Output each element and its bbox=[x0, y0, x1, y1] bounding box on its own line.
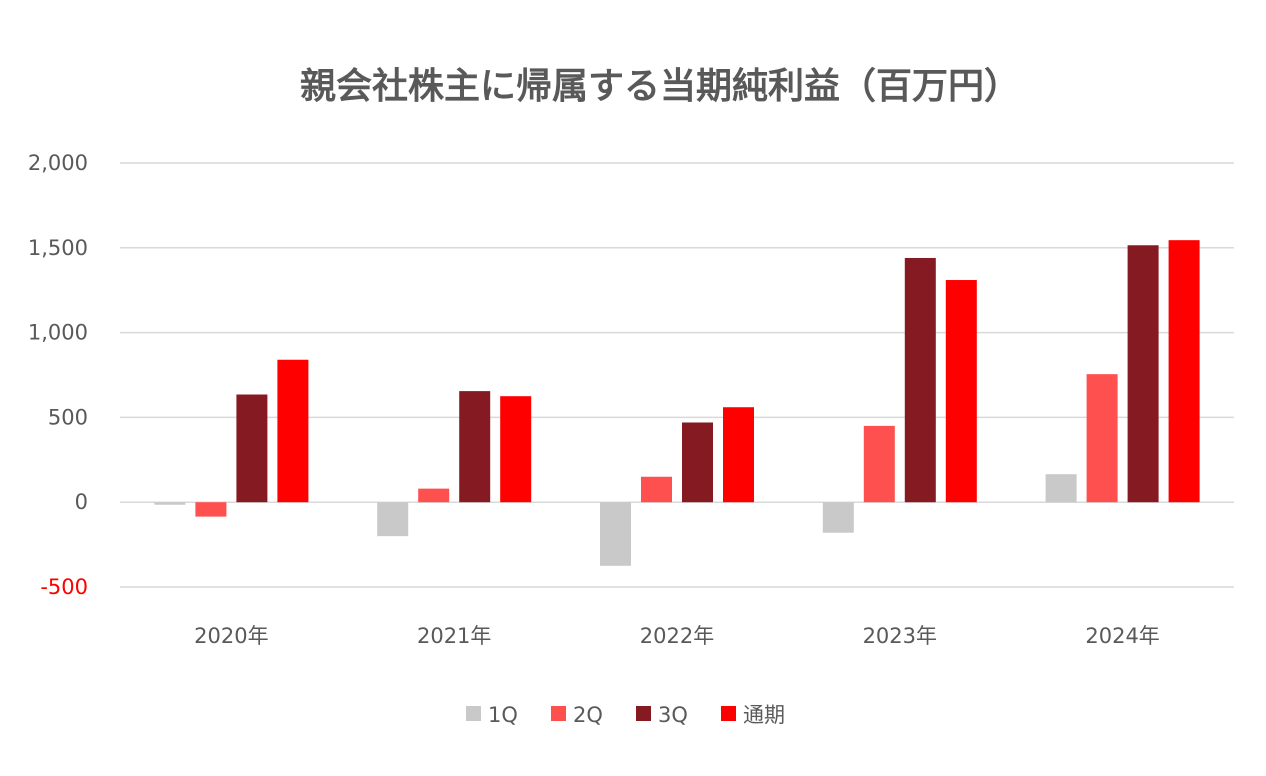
legend-swatch bbox=[466, 706, 481, 721]
bar-1-2 bbox=[377, 502, 409, 537]
y-axis-tick-labels: 2,000 1,500 1,000 500 0 -500 bbox=[28, 151, 88, 599]
bar-3-4 bbox=[904, 257, 936, 503]
bar-4-4 bbox=[945, 280, 977, 503]
legend-swatch bbox=[636, 706, 651, 721]
bar-1-4 bbox=[822, 502, 854, 533]
x-tick-label: 2021年 bbox=[417, 624, 491, 648]
y-tick-label: 500 bbox=[48, 405, 88, 429]
y-tick-label: 1,000 bbox=[28, 321, 88, 345]
y-tick-label: 0 bbox=[75, 490, 88, 514]
bar-3-5 bbox=[1127, 245, 1159, 503]
bar-4-3 bbox=[723, 407, 754, 503]
bar-1-3 bbox=[600, 502, 631, 566]
legend-label: 3Q bbox=[658, 703, 688, 727]
y-tick-label: -500 bbox=[40, 575, 88, 599]
bar-4-1 bbox=[277, 359, 309, 503]
x-tick-label: 2020年 bbox=[194, 624, 268, 648]
legend-label: 1Q bbox=[488, 703, 518, 727]
bar-2-5 bbox=[1086, 374, 1118, 503]
y-tick-label: 1,500 bbox=[28, 236, 88, 260]
legend-label: 2Q bbox=[573, 703, 603, 727]
x-axis-tick-labels: 2020年 2021年 2022年 2023年 2024年 bbox=[194, 624, 1160, 648]
bar-4-5 bbox=[1168, 240, 1200, 503]
bar-3-1 bbox=[236, 394, 268, 503]
x-tick-label: 2024年 bbox=[1085, 624, 1159, 648]
bar-2-1 bbox=[195, 502, 227, 517]
bar-2-2 bbox=[418, 488, 450, 503]
bar-2-4 bbox=[863, 425, 895, 503]
bars bbox=[154, 240, 1200, 566]
bar-1-1 bbox=[154, 502, 186, 505]
bar-3-2 bbox=[459, 391, 491, 503]
bar-3-3 bbox=[682, 422, 713, 503]
legend-label: 通期 bbox=[743, 703, 785, 727]
x-tick-label: 2023年 bbox=[863, 624, 937, 648]
legend-swatch bbox=[721, 706, 736, 721]
y-tick-label: 2,000 bbox=[28, 151, 88, 175]
x-tick-label: 2022年 bbox=[640, 624, 714, 648]
legend: 1Q 2Q 3Q 通期 bbox=[466, 703, 785, 727]
legend-swatch bbox=[551, 706, 566, 721]
chart-title: 親会社株主に帰属する当期純利益（百万円） bbox=[300, 66, 1020, 107]
bar-4-2 bbox=[500, 396, 532, 503]
bar-1-5 bbox=[1045, 474, 1077, 503]
bar-2-3 bbox=[641, 476, 672, 503]
